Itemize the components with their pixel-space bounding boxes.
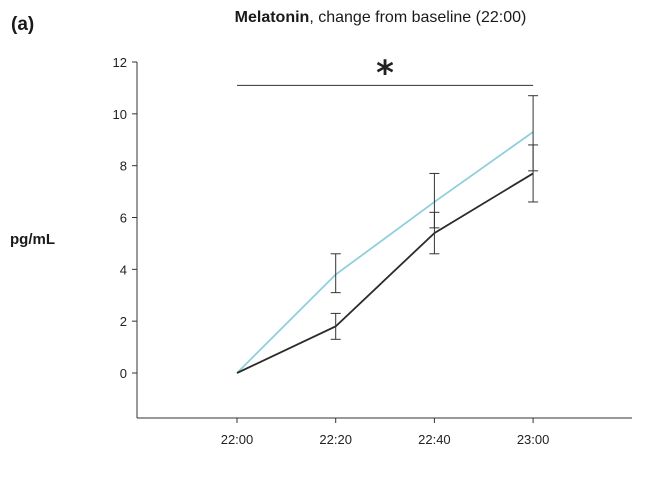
y-tick-label: 6 [120,211,127,226]
x-tick-label: 22:20 [319,432,352,447]
axes: 0 2 4 6 8 10 12 22:00 22:20 22:40 23:00 [113,55,632,447]
y-tick-label: 2 [120,314,127,329]
x-tick-label: 22:00 [221,432,254,447]
chart-title-rest: , change from baseline (22:00) [309,9,527,26]
panel-label: (a) [11,14,35,35]
y-tick-label: 0 [120,366,127,381]
series-layer [236,95,539,374]
chart-title-bold: Melatonin [234,9,310,26]
y-tick-label: 12 [113,55,127,70]
y-tick-label: 4 [120,262,127,277]
x-tick-label: 23:00 [517,432,550,447]
y-tick-label: 10 [113,107,127,122]
series-line-1 [236,131,534,374]
annotation-layer: * [237,53,534,93]
x-tick-label: 22:40 [418,432,451,447]
chart-title: Melatonin, change from baseline (22:00) [0,9,651,27]
y-tick-label: 8 [120,159,127,174]
significance-star: * [376,53,394,93]
series-line-2 [236,172,534,374]
y-axis-label: pg/mL [10,231,55,248]
